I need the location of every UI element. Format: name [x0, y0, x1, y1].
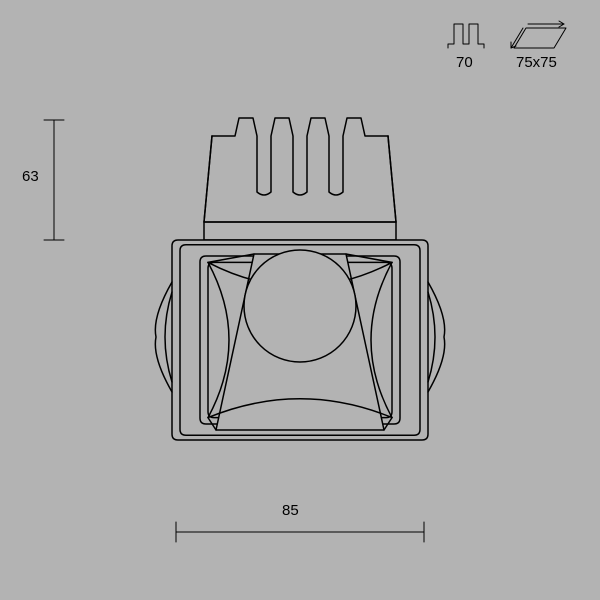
drawing-svg: [0, 0, 600, 600]
dim-width-label: 85: [282, 502, 299, 519]
drawing-canvas: 63 85 70 75x75: [0, 0, 600, 600]
dim-height-label: 63: [22, 168, 39, 185]
icon-footprint-label: 75x75: [516, 54, 557, 71]
icon-cutout-label: 70: [456, 54, 473, 71]
